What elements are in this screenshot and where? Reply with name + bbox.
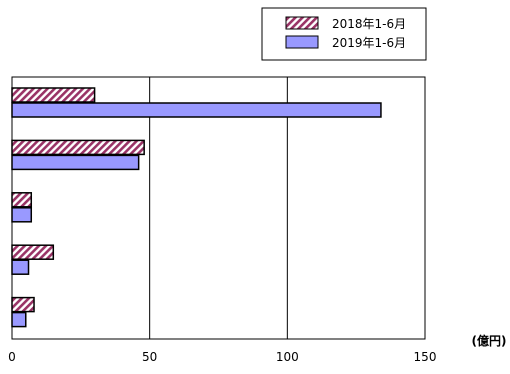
x-tick-label: 150 (414, 350, 437, 364)
grid-layer (11, 76, 426, 340)
legend-swatch (285, 35, 319, 49)
bars-layer (11, 87, 382, 328)
bar-2019 (11, 311, 27, 328)
bar-2018 (11, 87, 96, 103)
bar-2018 (11, 296, 35, 313)
legend-swatch (285, 16, 319, 30)
bar-2018 (11, 139, 145, 156)
axis-layer: 0 50 100 150 (億円) (8, 333, 506, 364)
bar-2018 (11, 192, 33, 208)
legend-label: 2018年1-6月 (332, 17, 406, 31)
legend-box (261, 7, 427, 61)
x-tick-label: 50 (142, 350, 157, 364)
x-tick-label: 100 (276, 350, 299, 364)
legend-label: 2019年1-6月 (332, 36, 406, 50)
bar-2019 (11, 207, 33, 223)
bar-2019 (11, 154, 140, 171)
plot-area (11, 76, 426, 340)
x-tick-label: 0 (8, 350, 16, 364)
legend: 2018年1-6月 2019年1-6月 (261, 7, 427, 61)
bar-2019 (11, 102, 382, 118)
bar-2019 (11, 259, 30, 275)
x-unit-label: (億円) (472, 333, 507, 348)
bar-2018 (11, 244, 55, 260)
